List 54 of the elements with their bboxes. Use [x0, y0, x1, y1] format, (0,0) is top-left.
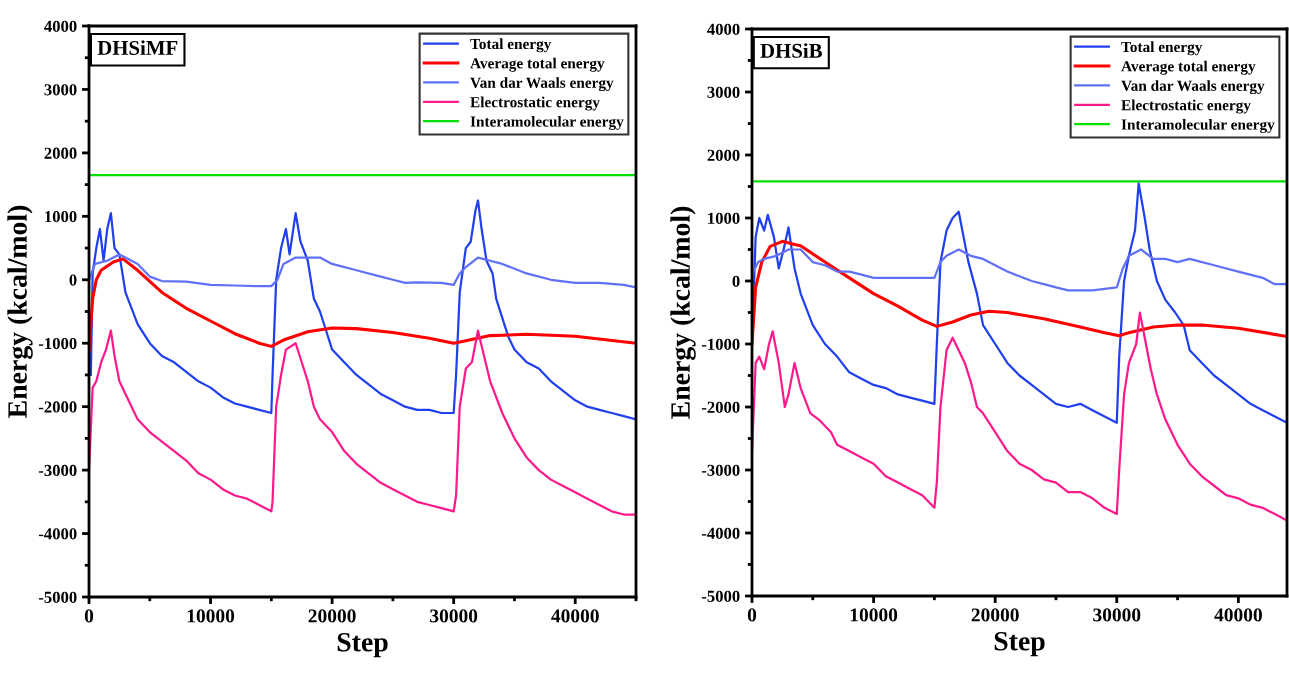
line-series: [89, 253, 636, 289]
x-tick-label: 30000: [1093, 608, 1141, 622]
y-tick-label: -3000: [38, 464, 77, 477]
y-tick-label: 1000: [708, 212, 740, 224]
y-tick-label: -2000: [38, 401, 77, 413]
x-tick-label: 40000: [1214, 608, 1262, 622]
line-series: [89, 199, 636, 421]
x-tick-label: 40000: [551, 609, 599, 623]
line-series: [752, 311, 1287, 522]
legend-label: Interamolecular energy: [1121, 118, 1275, 133]
y-tick-label: 3000: [707, 86, 740, 98]
line-series: [752, 248, 1287, 292]
y-tick-label: -5000: [38, 591, 77, 603]
legend-label: Average total energy: [470, 57, 605, 72]
x-tick-label: 20000: [308, 609, 356, 623]
x-tick-label: 20000: [971, 608, 1019, 622]
x-tick-label: 0: [747, 608, 757, 622]
x-tick-label: 10000: [850, 608, 898, 622]
line-series: [752, 182, 1287, 424]
legend-label: Van dar Waals energy: [1121, 80, 1265, 95]
y-tick-label: -5000: [701, 590, 740, 602]
y-tick-label: 2000: [44, 147, 77, 159]
y-tick-label: -1000: [38, 337, 77, 350]
legend-label: Electrostatic energy: [1121, 99, 1251, 114]
y-tick-label: -4000: [701, 527, 740, 539]
y-tick-label: 0: [732, 275, 740, 287]
x-tick-label: 0: [84, 609, 94, 623]
y-tick-label: 1000: [45, 211, 77, 223]
text: DHSiB: [760, 43, 822, 58]
y-tick-label: 4000: [707, 23, 740, 35]
legend-label: Average total energy: [1121, 60, 1256, 75]
legend-label: Van dar Waals energy: [470, 77, 614, 92]
y-tick-label: -2000: [701, 401, 740, 413]
line-series: [89, 329, 636, 516]
y-tick-label: -4000: [38, 528, 77, 540]
y-tick-label: 4000: [44, 20, 77, 32]
legend-label: Electrostatic energy: [470, 96, 600, 111]
x-axis-title: Step: [994, 631, 1045, 657]
legend-label: Total energy: [470, 38, 552, 53]
x-tick-label: 10000: [187, 609, 235, 623]
y-axis-title: Energy (kcal/mol): [7, 205, 33, 418]
y-tick-label: -3000: [701, 464, 740, 476]
line-series: [752, 239, 1287, 346]
legend-label: Interamolecular energy: [470, 115, 624, 130]
y-tick-label: 0: [69, 274, 77, 286]
line-series: [89, 257, 636, 352]
x-tick-label: 30000: [430, 609, 478, 623]
y-tick-label: 3000: [44, 84, 77, 96]
legend-label: Total energy: [1121, 41, 1203, 56]
x-axis-title: Step: [337, 632, 388, 658]
y-tick-label: -1000: [701, 338, 740, 350]
text: DHSiMF: [97, 40, 178, 55]
y-tick-label: 2000: [707, 149, 740, 161]
y-axis-title: Energy (kcal/mol): [670, 206, 696, 419]
